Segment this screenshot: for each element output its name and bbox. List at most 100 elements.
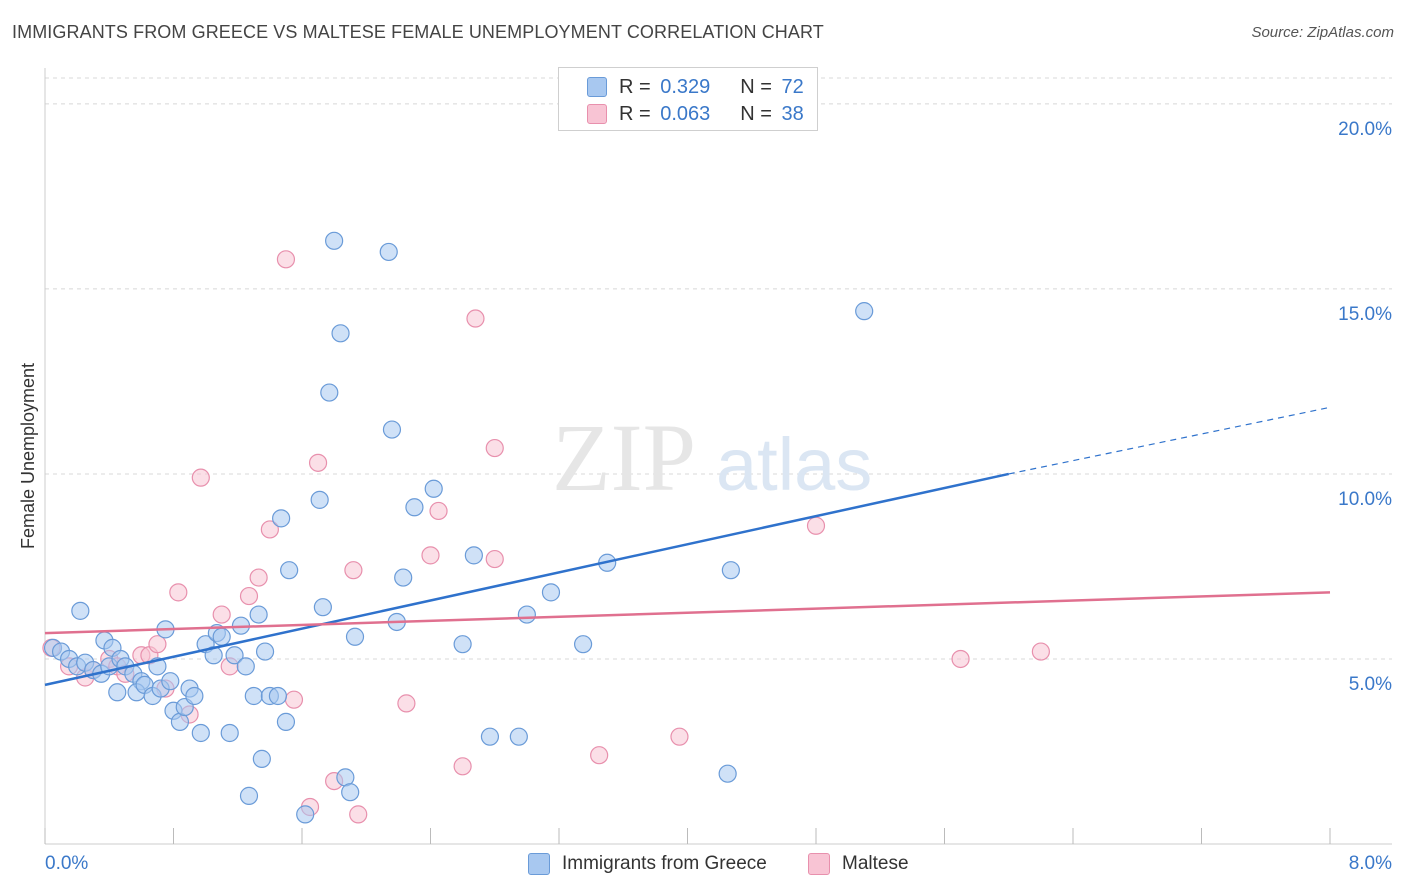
greece-point <box>268 686 288 706</box>
greece-point <box>225 646 244 665</box>
greece-point <box>405 498 424 517</box>
y-tick-label: 10.0% <box>1338 489 1392 510</box>
legend-swatch-greece <box>587 77 607 97</box>
maltese-point <box>148 635 167 654</box>
greece-point <box>325 231 344 250</box>
bottom-legend-swatch-maltese <box>808 853 830 875</box>
y-axis-label: Female Unemployment <box>18 363 38 549</box>
greece-point <box>424 479 443 498</box>
maltese-point <box>806 516 826 535</box>
legend-r-value: 0.063 <box>660 102 711 125</box>
watermark-atlas: atlas <box>716 423 872 506</box>
maltese-point <box>239 586 259 606</box>
greece-point <box>296 805 315 824</box>
bottom-legend-label-maltese: Maltese <box>842 853 909 874</box>
greece-point <box>252 749 271 768</box>
greece-point <box>313 598 332 617</box>
greece-point <box>272 509 291 528</box>
greece-point <box>249 605 268 624</box>
maltese-point <box>212 605 231 624</box>
legend-row-maltese: R = 0.063 N = 38 <box>587 102 804 126</box>
maltese-point <box>429 501 448 521</box>
greece-point <box>379 242 398 262</box>
greece-point <box>236 657 255 676</box>
bottom-legend-greece: Immigrants from Greece <box>528 851 767 877</box>
greece-point <box>855 302 874 321</box>
greece-point <box>244 686 263 706</box>
greece-trend-extension <box>1008 406 1331 475</box>
bottom-legend-label-greece: Immigrants from Greece <box>562 853 767 874</box>
greece-point <box>71 601 90 620</box>
greece-point <box>185 686 204 706</box>
maltese-point <box>191 468 210 487</box>
correlation-legend: R = 0.329 N = 72 R = 0.063 N = 38 <box>558 67 818 131</box>
source-label: Source: ZipAtlas.com <box>1251 24 1394 41</box>
legend-n-label: N = <box>740 102 772 125</box>
legend-n-value: 38 <box>781 102 804 125</box>
y-tick-label: 5.0% <box>1349 674 1392 695</box>
bottom-legend-maltese: Maltese <box>808 851 909 877</box>
trend-layer <box>44 406 1331 687</box>
maltese-point <box>453 757 472 776</box>
greece-point <box>721 561 740 580</box>
maltese-point <box>466 309 485 328</box>
greece-point <box>394 568 413 587</box>
greece-point <box>718 764 737 783</box>
maltese-point <box>485 549 504 569</box>
legend-n-value: 72 <box>781 75 804 98</box>
maltese-point <box>1031 642 1050 661</box>
watermark-zip: ZIP <box>552 404 696 511</box>
greece-point <box>345 627 365 646</box>
greece-point <box>320 383 339 402</box>
greece-point <box>341 783 360 802</box>
series-greece-points <box>43 231 874 824</box>
greece-point <box>161 672 180 691</box>
maltese-point <box>169 583 188 602</box>
x-tick-label: 0.0% <box>45 853 88 874</box>
maltese-point <box>951 649 970 669</box>
axis-layer: 5.0% 10.0% 15.0% 20.0% 0.0% 8.0% <box>44 68 1392 874</box>
greece-point <box>276 712 296 731</box>
maltese-point <box>260 520 279 539</box>
maltese-point <box>276 250 296 269</box>
greece-point <box>573 635 593 654</box>
legend-n-label: N = <box>740 75 772 98</box>
maltese-point <box>397 694 416 713</box>
greece-point <box>108 683 127 702</box>
maltese-point <box>421 546 440 565</box>
greece-point <box>509 727 528 746</box>
greece-point <box>517 605 536 624</box>
legend-swatch-maltese <box>587 104 607 124</box>
maltese-point <box>349 805 368 824</box>
greece-point <box>212 627 231 646</box>
greece-point <box>191 723 210 743</box>
legend-r-label: R = <box>619 102 651 125</box>
legend-r-label: R = <box>619 75 651 98</box>
greece-point <box>280 561 299 580</box>
legend-row-greece: R = 0.329 N = 72 <box>587 75 804 99</box>
greece-trend-line <box>44 472 1010 687</box>
y-tick-label: 15.0% <box>1338 304 1392 325</box>
greece-point <box>310 490 329 509</box>
greece-point <box>239 786 259 805</box>
y-tick-label: 20.0% <box>1338 119 1392 140</box>
maltese-point <box>590 746 609 765</box>
bottom-legend-swatch-greece <box>528 853 550 875</box>
greece-point <box>464 546 483 565</box>
greece-point <box>220 723 239 743</box>
greece-point <box>453 635 472 654</box>
maltese-point <box>485 438 504 458</box>
maltese-point <box>284 690 304 709</box>
maltese-point <box>670 727 689 746</box>
maltese-point <box>249 568 268 587</box>
greece-point <box>331 324 350 343</box>
grid-layer <box>45 77 1392 660</box>
maltese-point <box>344 561 363 580</box>
chart-title: IMMIGRANTS FROM GREECE VS MALTESE FEMALE… <box>12 22 824 42</box>
greece-point <box>255 642 275 661</box>
maltese-trend-line <box>44 591 1331 635</box>
greece-point <box>382 420 402 439</box>
legend-r-value: 0.329 <box>660 75 711 98</box>
greece-point <box>480 727 500 746</box>
